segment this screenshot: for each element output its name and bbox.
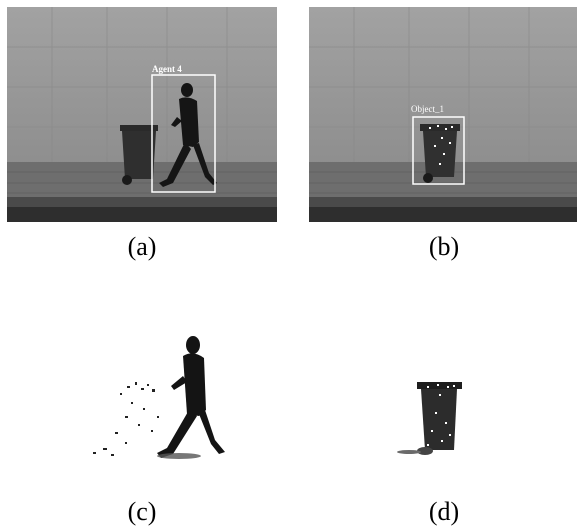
noise-speckles (93, 382, 159, 456)
road (309, 207, 577, 222)
bounding-box-object (412, 116, 465, 185)
silhouette-panel-c (7, 290, 277, 505)
street-scene-b: Object_1 (309, 7, 577, 222)
box-label-agent: Agent 4 (152, 64, 182, 74)
bin-silhouette (397, 382, 462, 455)
box-label-object: Object_1 (411, 104, 444, 114)
walking-person (159, 83, 217, 187)
curb (7, 197, 277, 207)
photo-panel-a: Agent 4 (7, 7, 277, 222)
caption-a: (a) (127, 232, 157, 261)
photo-panel-b: Object_1 (309, 7, 577, 222)
feature-points (429, 125, 453, 165)
wheelie-bin (420, 124, 460, 183)
caption-b: (b) (428, 232, 460, 261)
curb (309, 197, 577, 207)
caption-c: (c) (127, 497, 157, 526)
person-silhouette (157, 336, 225, 458)
road (7, 207, 277, 222)
feature-points (427, 384, 455, 446)
wheelie-bin (120, 125, 158, 185)
bin-mask (397, 382, 462, 455)
bounding-box-agent (151, 74, 216, 193)
silhouette-panel-d (309, 290, 577, 505)
person-mask (93, 336, 225, 459)
caption-d: (d) (428, 497, 460, 526)
shadow-blob (157, 453, 201, 459)
street-scene-a: Agent 4 (7, 7, 277, 222)
